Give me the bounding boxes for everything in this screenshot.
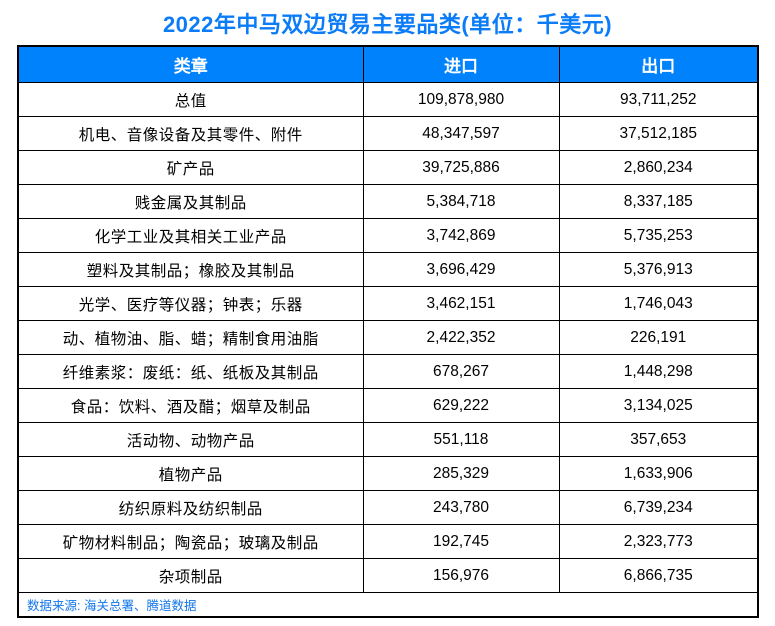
- import-value-cell: 678,267: [362, 354, 560, 389]
- category-cell: 塑料及其制品；橡胶及其制品: [17, 252, 364, 287]
- import-value-cell: 48,347,597: [362, 116, 560, 151]
- export-value-cell: 8,337,185: [558, 184, 759, 219]
- trade-table: 类章 进口 出口 总值 109,878,980 93,711,252 机电、音像…: [17, 45, 759, 618]
- export-value-cell: 2,323,773: [558, 524, 759, 559]
- export-value-cell: 3,134,025: [558, 388, 759, 423]
- import-value-cell: 551,118: [362, 422, 560, 457]
- table-row: 矿物材料制品；陶瓷品；玻璃及制品 192,745 2,323,773: [17, 524, 759, 559]
- import-value-cell: 2,422,352: [362, 320, 560, 355]
- table-row: 总值 109,878,980 93,711,252: [17, 82, 759, 117]
- header-cell-export: 出口: [558, 45, 759, 83]
- export-value-cell: 5,376,913: [558, 252, 759, 287]
- category-cell: 纺织原料及纺织制品: [17, 490, 364, 525]
- table-row: 食品：饮料、酒及醋；烟草及制品 629,222 3,134,025: [17, 388, 759, 423]
- import-value-cell: 192,745: [362, 524, 560, 559]
- import-value-cell: 5,384,718: [362, 184, 560, 219]
- import-value-cell: 109,878,980: [362, 82, 560, 117]
- table-row: 动、植物油、脂、蜡；精制食用油脂 2,422,352 226,191: [17, 320, 759, 355]
- data-source-note: 数据来源: 海关总署、腾道数据: [17, 592, 759, 618]
- category-cell: 植物产品: [17, 456, 364, 491]
- table-row: 纤维素浆：废纸：纸、纸板及其制品 678,267 1,448,298: [17, 354, 759, 389]
- table-row: 化学工业及其相关工业产品 3,742,869 5,735,253: [17, 218, 759, 253]
- category-cell: 机电、音像设备及其零件、附件: [17, 116, 364, 151]
- table-row: 矿产品 39,725,886 2,860,234: [17, 150, 759, 185]
- import-value-cell: 39,725,886: [362, 150, 560, 185]
- table-row: 贱金属及其制品 5,384,718 8,337,185: [17, 184, 759, 219]
- export-value-cell: 6,739,234: [558, 490, 759, 525]
- import-value-cell: 243,780: [362, 490, 560, 525]
- export-value-cell: 93,711,252: [558, 82, 759, 117]
- category-cell: 矿产品: [17, 150, 364, 185]
- header-cell-import: 进口: [362, 45, 560, 83]
- import-value-cell: 285,329: [362, 456, 560, 491]
- import-value-cell: 629,222: [362, 388, 560, 423]
- export-value-cell: 357,653: [558, 422, 759, 457]
- category-cell: 纤维素浆：废纸：纸、纸板及其制品: [17, 354, 364, 389]
- category-cell: 矿物材料制品；陶瓷品；玻璃及制品: [17, 524, 364, 559]
- category-cell: 食品：饮料、酒及醋；烟草及制品: [17, 388, 364, 423]
- export-value-cell: 37,512,185: [558, 116, 759, 151]
- category-cell: 总值: [17, 82, 364, 117]
- table-row: 杂项制品 156,976 6,866,735: [17, 558, 759, 593]
- category-cell: 化学工业及其相关工业产品: [17, 218, 364, 253]
- import-value-cell: 156,976: [362, 558, 560, 593]
- header-cell-category: 类章: [17, 45, 364, 83]
- header-row: 类章 进口 出口: [17, 45, 759, 83]
- table-row: 活动物、动物产品 551,118 357,653: [17, 422, 759, 457]
- export-value-cell: 5,735,253: [558, 218, 759, 253]
- export-value-cell: 2,860,234: [558, 150, 759, 185]
- export-value-cell: 226,191: [558, 320, 759, 355]
- import-value-cell: 3,696,429: [362, 252, 560, 287]
- table-row: 机电、音像设备及其零件、附件 48,347,597 37,512,185: [17, 116, 759, 151]
- export-value-cell: 1,746,043: [558, 286, 759, 321]
- category-cell: 贱金属及其制品: [17, 184, 364, 219]
- table-row: 塑料及其制品；橡胶及其制品 3,696,429 5,376,913: [17, 252, 759, 287]
- page-title: 2022年中马双边贸易主要品类(单位：千美元): [162, 12, 613, 37]
- category-cell: 动、植物油、脂、蜡；精制食用油脂: [17, 320, 364, 355]
- table-row: 植物产品 285,329 1,633,906: [17, 456, 759, 491]
- category-cell: 活动物、动物产品: [17, 422, 364, 457]
- import-value-cell: 3,742,869: [362, 218, 560, 253]
- category-cell: 杂项制品: [17, 558, 364, 593]
- export-value-cell: 1,448,298: [558, 354, 759, 389]
- export-value-cell: 6,866,735: [558, 558, 759, 593]
- table-row: 纺织原料及纺织制品 243,780 6,739,234: [17, 490, 759, 525]
- table-row: 光学、医疗等仪器；钟表；乐器 3,462,151 1,746,043: [17, 286, 759, 321]
- source-row: 数据来源: 海关总署、腾道数据: [17, 592, 759, 618]
- import-value-cell: 3,462,151: [362, 286, 560, 321]
- export-value-cell: 1,633,906: [558, 456, 759, 491]
- category-cell: 光学、医疗等仪器；钟表；乐器: [17, 286, 364, 321]
